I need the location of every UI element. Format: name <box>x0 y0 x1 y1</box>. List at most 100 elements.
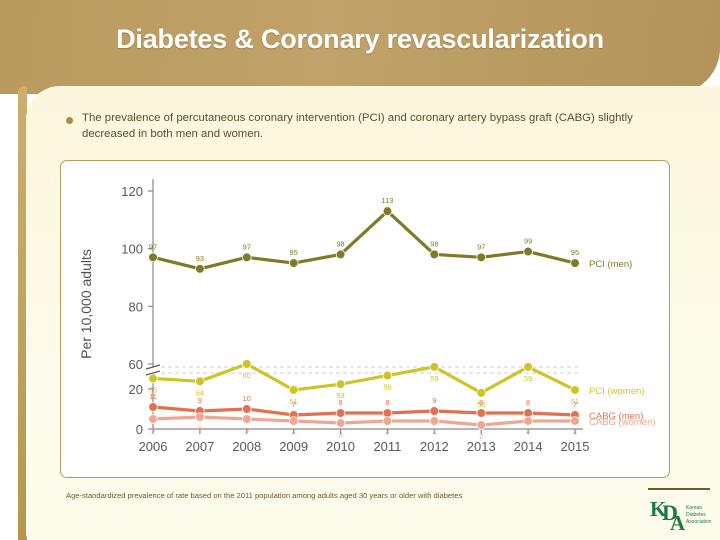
data-point <box>241 252 252 263</box>
y-tick-label: 100 <box>121 242 143 257</box>
series-line <box>151 415 577 427</box>
data-point <box>148 402 158 412</box>
data-label: 4 <box>292 428 296 437</box>
data-label: 60 <box>243 371 251 380</box>
data-label: 4 <box>573 428 577 437</box>
x-tick-label: 2006 <box>139 439 168 454</box>
data-label: 54 <box>196 388 204 397</box>
x-tick-label: 2014 <box>514 439 543 454</box>
data-label: 95 <box>290 248 298 257</box>
data-label: 8 <box>479 398 483 407</box>
page-title: Diabetes & Coronary revascularization <box>116 24 604 54</box>
data-label: 55 <box>149 385 157 394</box>
header-band: Diabetes & Coronary revascularization <box>0 0 720 94</box>
logo-divider <box>648 488 710 490</box>
logo-line-1: Korean <box>686 505 702 511</box>
kda-logo: K D A Korean Diabetes Association <box>650 497 712 534</box>
data-label: 10 <box>243 394 251 403</box>
data-label: 4 <box>432 428 436 437</box>
y-tick-label: 80 <box>129 299 143 314</box>
bullet-dot-icon <box>66 117 73 124</box>
data-label: 7 <box>573 400 577 409</box>
data-point <box>570 385 580 395</box>
data-point <box>288 416 299 426</box>
data-point <box>335 408 346 418</box>
legend-label: PCI (women) <box>589 386 644 397</box>
data-label: 4 <box>385 428 389 437</box>
data-point <box>288 258 299 268</box>
data-point <box>148 252 158 263</box>
data-label: 98 <box>336 239 344 248</box>
bullet-block: The prevalence of percutaneous coronary … <box>66 110 670 142</box>
x-tick-label: 2010 <box>326 439 355 454</box>
legend-label: CABG (women) <box>589 417 656 428</box>
data-point <box>148 373 158 384</box>
legend-label: PCI (men) <box>589 259 632 270</box>
data-point <box>570 258 580 268</box>
data-label: 6 <box>198 424 202 433</box>
y-tick-label: 20 <box>129 382 143 397</box>
svg-text:K: K <box>650 497 667 521</box>
data-label: 51 <box>290 397 298 406</box>
data-point <box>195 376 205 387</box>
data-point <box>288 385 299 395</box>
x-tick-label: 2007 <box>185 439 214 454</box>
data-label: 99 <box>524 237 532 246</box>
y-tick-label: 60 <box>129 357 143 372</box>
data-point <box>195 412 205 422</box>
data-point <box>382 408 393 418</box>
data-label: 9 <box>432 396 436 405</box>
logo-line-3: Association <box>686 519 712 525</box>
data-label: 8 <box>526 398 530 407</box>
data-point <box>523 362 533 372</box>
data-point <box>241 404 252 414</box>
line-chart: Per 10,000 adults 0 20 60 80 100 120 2006 2007 20… <box>78 179 656 454</box>
svg-text:D: D <box>662 500 678 525</box>
logo-line-2: Diabetes <box>686 512 706 518</box>
data-label: 113 <box>382 196 394 205</box>
data-point <box>335 379 346 389</box>
data-point <box>476 420 487 430</box>
svg-text:A: A <box>670 511 686 534</box>
data-point <box>335 418 346 428</box>
series-line <box>151 405 577 417</box>
data-point <box>195 264 205 274</box>
data-label: 9 <box>198 396 202 405</box>
data-point <box>476 252 487 263</box>
chart-footnote: Age-standardized prevalence of rate base… <box>66 491 463 500</box>
data-point <box>382 370 393 381</box>
bullet-text: The prevalence of percutaneous coronary … <box>82 112 633 140</box>
data-label: 2 <box>479 432 483 441</box>
data-label: 59 <box>430 374 438 383</box>
data-label: 51 <box>571 397 579 406</box>
data-point <box>335 249 346 260</box>
data-label: 98 <box>430 239 438 248</box>
data-label: 59 <box>524 374 532 383</box>
data-point <box>523 408 533 418</box>
data-label: 8 <box>338 398 342 407</box>
data-point <box>382 206 393 216</box>
legend-label: CABG (men) <box>589 411 643 422</box>
chart-panel: Per 10,000 adults 0 20 60 80 100 120 2006 2007 20… <box>60 160 670 478</box>
data-point <box>382 416 393 426</box>
x-tick-label: 2008 <box>232 439 261 454</box>
series-line <box>151 209 577 271</box>
data-point <box>429 249 440 260</box>
data-point <box>476 408 487 418</box>
data-label: 97 <box>149 242 157 251</box>
data-point <box>148 414 158 424</box>
y-axis-label: Per 10,000 adults <box>78 249 94 359</box>
data-label: 93 <box>196 254 204 263</box>
data-label: 7 <box>292 400 296 409</box>
data-label: 56 <box>383 383 391 392</box>
x-tick-label: 2009 <box>279 439 308 454</box>
data-label: 5 <box>245 426 249 435</box>
left-gold-edge <box>18 86 27 540</box>
data-label: 53 <box>336 391 344 400</box>
data-point <box>429 406 440 416</box>
data-point <box>241 414 252 424</box>
data-label: 4 <box>526 428 530 437</box>
data-label: 5 <box>151 426 155 435</box>
data-label: 95 <box>571 248 579 257</box>
data-point <box>570 416 580 426</box>
